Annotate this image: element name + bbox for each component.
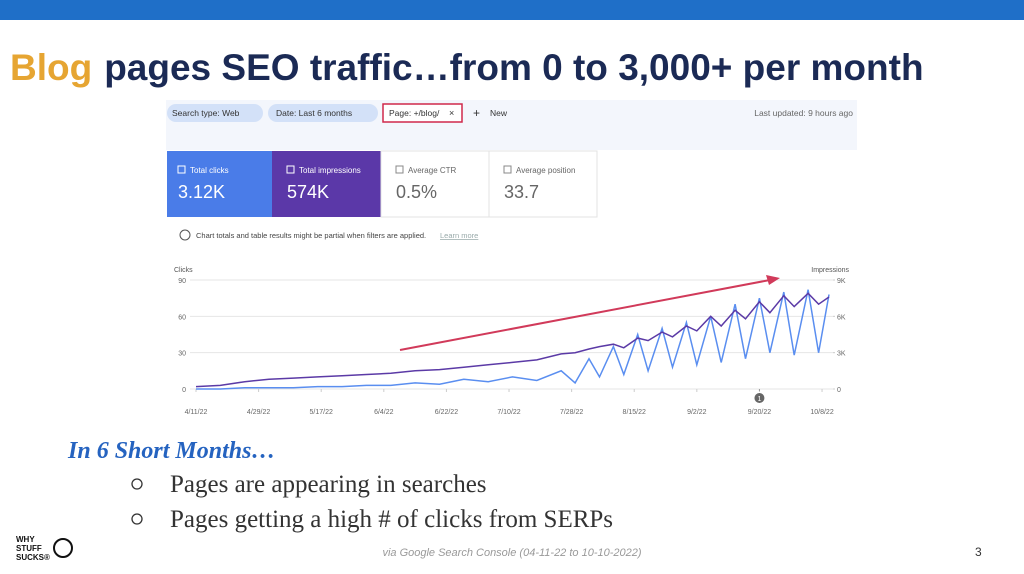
logo-bulb	[53, 538, 73, 558]
filter-label: Search type: Web	[172, 108, 240, 118]
metric-value: 0.5%	[396, 182, 437, 202]
chart: Clicks Impressions 0 30 60 90 0 3K 6K 9K 4/11/22 4/…	[174, 267, 850, 416]
subheading: In 6 Short Months…	[67, 438, 275, 464]
y2-tick-label: 6K	[837, 314, 846, 321]
series-line	[196, 289, 830, 390]
checkbox	[503, 165, 512, 174]
y-axis-title: Clicks	[174, 267, 193, 274]
annotation-text: 1	[757, 396, 761, 403]
y-tick-label: 60	[178, 314, 186, 321]
metric-label: Total impressions	[299, 166, 361, 175]
metric-card[interactable]	[488, 150, 598, 218]
close-icon[interactable]: ×	[449, 108, 454, 118]
x-tick-label: 9/20/22	[748, 409, 771, 416]
y-tick-label: 90	[178, 278, 186, 285]
bullet-text: Pages are appearing in searches	[170, 471, 487, 498]
slide-title: Blog pages SEO traffic…from 0 to 3,000+ p…	[10, 47, 924, 88]
top-bar	[0, 0, 1024, 20]
logo-text: WHY	[16, 535, 35, 544]
last-updated: Last updated: 9 hours ago	[754, 108, 853, 118]
trend-arrow	[399, 279, 771, 351]
metric-value: 574K	[287, 182, 329, 202]
metric-label: Average position	[516, 166, 575, 175]
metric-value: 3.12K	[178, 182, 225, 202]
x-tick-label: 9/2/22	[687, 409, 707, 416]
bullet	[131, 478, 143, 490]
x-tick-label: 7/28/22	[560, 409, 583, 416]
x-tick-label: 4/29/22	[247, 409, 270, 416]
page-number: 3	[975, 545, 982, 559]
notice-link[interactable]: Learn more	[440, 231, 478, 240]
bullet	[131, 513, 143, 525]
filter-label: Date: Last 6 months	[276, 108, 352, 118]
x-tick-label: 7/10/22	[497, 409, 520, 416]
checkbox	[395, 165, 404, 174]
metric-card[interactable]	[167, 151, 272, 217]
series-line	[195, 292, 830, 388]
y2-tick-label: 3K	[837, 351, 846, 358]
filter-chip[interactable]	[382, 103, 463, 123]
checkbox	[286, 165, 295, 174]
x-tick-label: 5/17/22	[310, 409, 333, 416]
annotation-marker	[754, 393, 765, 403]
logo-text: STUFF	[16, 544, 42, 553]
plus-icon: +	[473, 106, 480, 120]
y-tick-label: 30	[178, 351, 186, 358]
logo-text: SUCKS®	[16, 553, 50, 562]
y2-tick-label: 0	[837, 387, 841, 394]
x-tick-label: 8/15/22	[623, 409, 646, 416]
x-tick-label: 10/8/22	[810, 409, 833, 416]
y-tick-label: 0	[182, 387, 186, 394]
title-highlight: Blog	[10, 47, 92, 88]
metric-value: 33.7	[504, 182, 539, 202]
filter-chip[interactable]	[268, 104, 378, 122]
title-rest: pages SEO traffic…from 0 to 3,000+ per m…	[104, 47, 923, 88]
y2-tick-label: 9K	[837, 278, 846, 285]
notice: Chart totals and table results might be …	[196, 231, 426, 240]
bullet-text: Pages getting a high # of clicks from SE…	[170, 506, 613, 533]
arrow-head	[766, 275, 780, 285]
x-tick-label: 6/22/22	[435, 409, 458, 416]
info-icon	[179, 229, 191, 241]
metric-label: Average CTR	[408, 166, 457, 175]
x-tick-label: 4/11/22	[185, 409, 208, 416]
checkbox	[177, 165, 186, 174]
filter-label: Page: +/blog/	[389, 108, 440, 118]
new-button[interactable]: New	[490, 108, 508, 118]
metric-label: Total clicks	[190, 166, 229, 175]
filter-chip[interactable]	[167, 104, 263, 122]
metric-card[interactable]	[272, 151, 381, 217]
x-tick-label: 6/4/22	[374, 409, 394, 416]
y2-axis-title: Impressions	[811, 267, 849, 274]
source-note: via Google Search Console (04-11-22 to 1…	[382, 547, 641, 559]
